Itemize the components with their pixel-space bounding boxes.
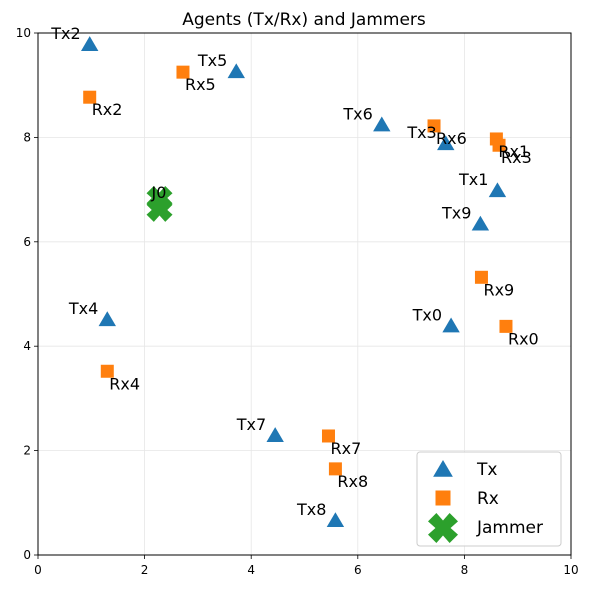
rx-label: Rx8 xyxy=(337,472,368,491)
rx-marker xyxy=(176,65,190,79)
tx-marker xyxy=(98,311,116,327)
legend-label: Jammer xyxy=(476,518,543,538)
x-tick-label: 8 xyxy=(461,563,469,577)
tx-label: Tx1 xyxy=(458,170,488,189)
rx-marker xyxy=(499,319,513,333)
rx-marker xyxy=(328,462,342,476)
jammer-label: J0 xyxy=(151,183,167,202)
tx-label: Tx5 xyxy=(197,51,227,70)
data-markers xyxy=(81,36,513,528)
plot-area-frame xyxy=(37,32,572,556)
rx-marker xyxy=(83,90,97,104)
tx-marker xyxy=(471,215,490,231)
tx-label: Tx4 xyxy=(68,299,98,318)
rx-label: Rx0 xyxy=(508,329,539,348)
tx-marker xyxy=(326,512,345,528)
rx-marker xyxy=(492,138,506,152)
axis-ticks: 0 2 4 6 8 10 0 2 4 6 8 10 xyxy=(16,26,579,577)
tx-label: Tx6 xyxy=(342,104,372,123)
tx-marker xyxy=(227,63,245,79)
x-tick-label: 4 xyxy=(247,563,255,577)
jammer-marker xyxy=(146,195,173,222)
y-tick-label: 0 xyxy=(23,548,31,562)
rx-label: Rx6 xyxy=(436,129,467,148)
chart-title: Agents (Tx/Rx) and Jammers xyxy=(182,10,426,30)
rx-label: Rx3 xyxy=(501,148,532,167)
grid xyxy=(37,32,572,556)
tx-marker xyxy=(266,427,284,442)
y-tick-label: 8 xyxy=(23,130,31,144)
point-labels: Tx0 Tx1 Tx2 Tx3 Tx4 Tx5 Tx6 Tx7 Tx8 Tx9 Rx0 Rx1 Rx2 R… xyxy=(50,24,538,519)
tx-label: Tx8 xyxy=(296,500,326,519)
tx-label: Tx3 xyxy=(406,123,436,142)
tx-label: Tx2 xyxy=(50,24,80,43)
rx-marker xyxy=(474,270,488,284)
rx-marker xyxy=(100,364,114,378)
tx-marker xyxy=(437,135,455,151)
x-tick-label: 0 xyxy=(34,563,42,577)
legend-tx-icon xyxy=(433,459,453,477)
tx-label: Tx7 xyxy=(236,415,266,434)
rx-label: Rx4 xyxy=(109,374,140,393)
legend-label: Rx xyxy=(477,489,499,509)
tx-marker xyxy=(488,182,507,198)
rx-label: Rx9 xyxy=(483,280,514,299)
y-tick-label: 2 xyxy=(23,444,31,458)
tx-marker xyxy=(373,116,391,132)
tx-marker xyxy=(442,317,460,333)
rx-label: Rx5 xyxy=(185,75,216,94)
legend-rx-icon xyxy=(435,490,451,506)
legend-label: Tx xyxy=(476,460,497,480)
tx-marker xyxy=(81,36,99,51)
y-tick-label: 10 xyxy=(16,26,31,40)
rx-label: Rx1 xyxy=(498,142,529,161)
legend-jammer-icon xyxy=(428,513,458,543)
y-tick-label: 4 xyxy=(23,339,31,353)
x-tick-label: 10 xyxy=(563,563,578,577)
y-tick-label: 6 xyxy=(23,235,31,249)
rx-label: Rx2 xyxy=(92,100,123,119)
rx-marker xyxy=(427,119,441,133)
legend: Tx Rx Jammer xyxy=(416,451,562,547)
rx-marker xyxy=(321,429,335,443)
tx-label: Tx0 xyxy=(412,305,442,324)
tx-label: Tx9 xyxy=(441,204,471,223)
rx-label: Rx7 xyxy=(330,439,361,458)
x-tick-label: 6 xyxy=(354,563,362,577)
x-tick-label: 2 xyxy=(141,563,149,577)
